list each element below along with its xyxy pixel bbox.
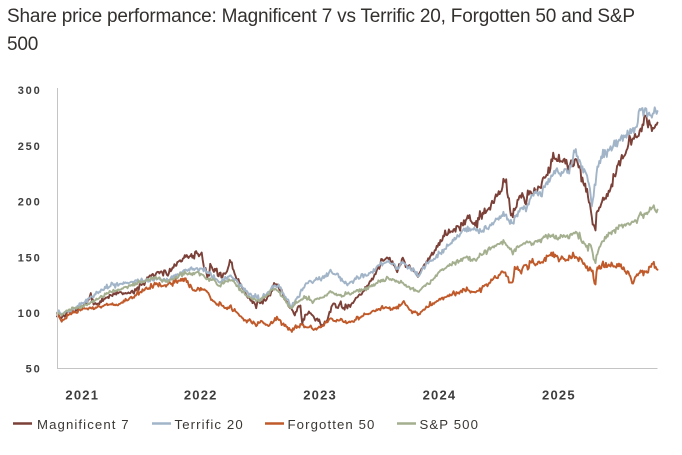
svg-text:250: 250 [18,141,42,153]
svg-text:200: 200 [18,197,42,209]
svg-text:50: 50 [26,364,42,376]
svg-text:300: 300 [18,85,42,97]
svg-text:Magnificent 7: Magnificent 7 [37,417,130,432]
svg-text:150: 150 [18,252,42,264]
svg-text:100: 100 [18,308,42,320]
svg-text:Forgotten 50: Forgotten 50 [288,417,376,432]
svg-text:2024: 2024 [423,388,457,403]
svg-text:2022: 2022 [184,388,218,403]
svg-text:2025: 2025 [542,388,576,403]
svg-text:S&P 500: S&P 500 [420,417,480,432]
svg-text:2023: 2023 [303,388,337,403]
svg-text:Terrific 20: Terrific 20 [175,417,244,432]
svg-text:2021: 2021 [65,388,99,403]
